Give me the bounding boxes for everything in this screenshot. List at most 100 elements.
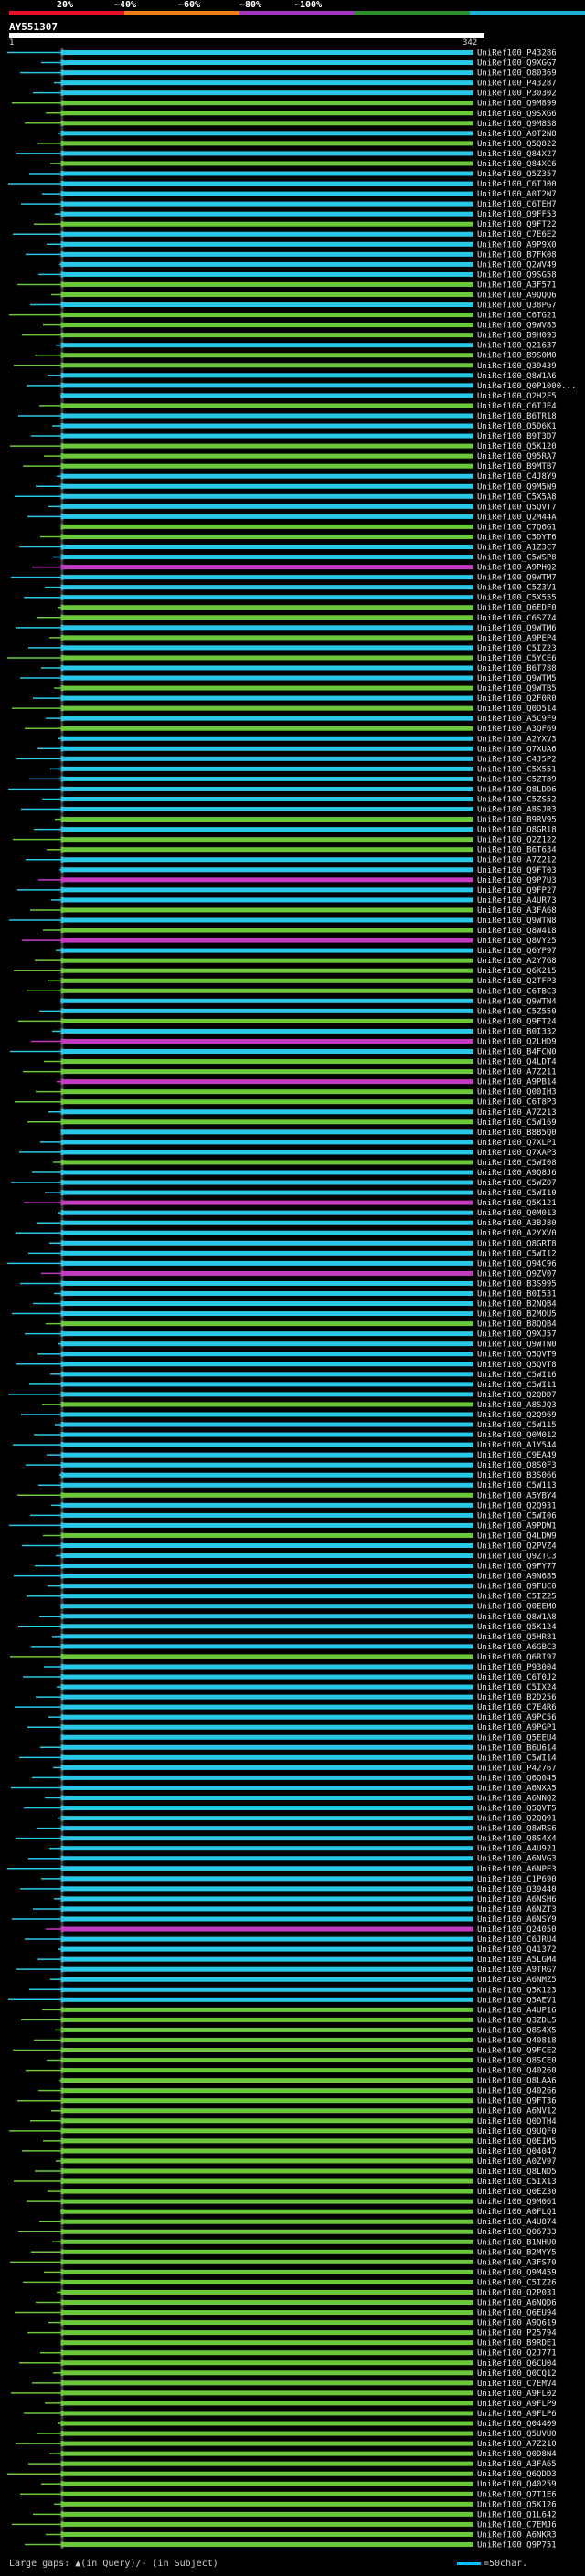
hit-bar[interactable] (62, 807, 473, 812)
hit-bar[interactable] (62, 1542, 473, 1548)
hit-row[interactable]: UniRef100_Q0CQ12 (53, 2369, 557, 2379)
hit-row[interactable]: UniRef100_Q5Z357 (29, 170, 557, 179)
hit-bar[interactable] (62, 1866, 473, 1871)
hit-label[interactable]: UniRef100_Q2J771 (477, 2349, 557, 2359)
hit-bar[interactable] (62, 313, 473, 318)
hit-bar[interactable] (62, 1754, 473, 1760)
hit-label[interactable]: UniRef100_Q1L642 (477, 2510, 557, 2519)
hit-bar[interactable] (62, 1684, 473, 1690)
hit-bar[interactable] (62, 1987, 473, 1992)
hit-label[interactable]: UniRef100_A9Q8J6 (477, 1169, 557, 1178)
hit-label[interactable]: UniRef100_B7FK08 (477, 250, 557, 260)
hit-label[interactable]: UniRef100_B0I332 (477, 1027, 557, 1036)
hit-label[interactable]: UniRef100_Q9XGG7 (477, 59, 557, 69)
hit-bar[interactable] (62, 2189, 473, 2194)
hit-row[interactable]: UniRef100_Q8W418 (43, 927, 557, 936)
hit-row[interactable]: UniRef100_B9MTB7 (23, 462, 557, 472)
hit-bar[interactable] (62, 2138, 473, 2144)
hit-bar[interactable] (62, 524, 473, 529)
hit-row[interactable]: UniRef100_A0ZV97 (56, 2157, 557, 2167)
hit-label[interactable]: UniRef100_Q9SXG6 (477, 110, 557, 119)
hit-label[interactable]: UniRef100_A9PDW1 (477, 1521, 557, 1531)
hit-row[interactable]: UniRef100_Q7T1E6 (20, 2490, 557, 2499)
hit-bar[interactable] (62, 2289, 473, 2295)
hit-row[interactable]: UniRef100_Q9ZV07 (41, 1269, 557, 1278)
hit-row[interactable]: UniRef100_Q40266 (38, 2087, 557, 2096)
hit-row[interactable]: UniRef100_A9FLP9 (45, 2400, 557, 2409)
hit-row[interactable]: UniRef100_C5WI12 (28, 1249, 557, 1258)
hit-label[interactable]: UniRef100_C7E4R6 (477, 1703, 557, 1712)
hit-label[interactable]: UniRef100_Q6Q045 (477, 1774, 557, 1783)
hit-bar[interactable] (62, 1946, 473, 1952)
hit-row[interactable]: UniRef100_Q40259 (41, 2480, 557, 2489)
hit-row[interactable]: UniRef100_Q04047 (22, 2147, 557, 2157)
hit-label[interactable]: UniRef100_B8QQB4 (477, 1320, 557, 1330)
hit-row[interactable]: UniRef100_C5WI11 (29, 1381, 557, 1390)
hit-row[interactable]: UniRef100_B0I531 (54, 1289, 557, 1299)
hit-row[interactable]: UniRef100_A3QF69 (25, 725, 557, 734)
hit-label[interactable]: UniRef100_C6T8P3 (477, 1098, 557, 1108)
hit-label[interactable]: UniRef100_Q9SG58 (477, 270, 557, 280)
hit-label[interactable]: UniRef100_Q0D514 (477, 705, 557, 714)
hit-row[interactable]: UniRef100_Q9WTN8 (9, 917, 557, 926)
hit-row[interactable]: UniRef100_Q21637 (56, 342, 557, 351)
hit-bar[interactable] (62, 2350, 473, 2356)
hit-label[interactable]: UniRef100_O2H2F5 (477, 392, 557, 401)
hit-bar[interactable] (62, 645, 473, 651)
hit-row[interactable]: UniRef100_A2Y7G8 (35, 957, 557, 966)
hit-bar[interactable] (62, 2461, 473, 2466)
hit-bar[interactable] (62, 1906, 473, 1912)
hit-row[interactable]: UniRef100_B9S0M0 (35, 352, 557, 361)
hit-row[interactable]: UniRef100_A6NXA5 (11, 1784, 557, 1793)
hit-bar[interactable] (62, 1826, 473, 1831)
hit-bar[interactable] (62, 1765, 473, 1770)
hit-label[interactable]: UniRef100_Q39440 (477, 1885, 557, 1894)
hit-label[interactable]: UniRef100_Q9M061 (477, 2198, 557, 2207)
hit-row[interactable]: UniRef100_Q9M5N9 (36, 482, 557, 492)
hit-row[interactable]: UniRef100_Q5QVT7 (48, 503, 557, 512)
hit-label[interactable]: UniRef100_Q2Q969 (477, 1411, 557, 1420)
hit-row[interactable]: UniRef100_A4UP16 (42, 2006, 557, 2015)
hit-row[interactable]: UniRef100_A9PB14 (57, 1078, 557, 1087)
hit-bar[interactable] (62, 2390, 473, 2396)
hit-bar[interactable] (62, 463, 473, 469)
hit-row[interactable]: UniRef100_Q6Q045 (32, 1774, 557, 1783)
hit-bar[interactable] (62, 2239, 473, 2244)
hit-row[interactable]: UniRef100_B9T3D7 (31, 432, 557, 441)
hit-bar[interactable] (62, 2048, 473, 2053)
hit-label[interactable]: UniRef100_A0T2N8 (477, 130, 557, 139)
hit-bar[interactable] (62, 968, 473, 973)
hit-label[interactable]: UniRef100_B9H093 (477, 332, 557, 341)
hit-label[interactable]: UniRef100_C5YCE6 (477, 654, 557, 663)
hit-row[interactable]: UniRef100_Q9UQF0 (9, 2127, 557, 2136)
hit-bar[interactable] (62, 776, 473, 781)
hit-label[interactable]: UniRef100_Q9P751 (477, 2540, 557, 2549)
hit-bar[interactable] (62, 1785, 473, 1790)
hit-bar[interactable] (62, 1129, 473, 1135)
hit-label[interactable]: UniRef100_Q9FT36 (477, 2097, 557, 2106)
hit-label[interactable]: UniRef100_Q9FCE2 (477, 2047, 557, 2056)
hit-row[interactable]: UniRef100_Q0M012 (34, 1431, 557, 1440)
hit-row[interactable]: UniRef100_Q9WTM6 (16, 624, 557, 633)
hit-label[interactable]: UniRef100_C9EA49 (477, 1451, 557, 1460)
hit-bar[interactable] (62, 1160, 473, 1165)
hit-bar[interactable] (62, 2128, 473, 2134)
hit-label[interactable]: UniRef100_A6NVG3 (477, 1855, 557, 1864)
hit-row[interactable]: UniRef100_Q2QQ91 (58, 1815, 557, 1824)
hit-bar[interactable] (62, 333, 473, 338)
hit-label[interactable]: UniRef100_Q8LAA6 (477, 2077, 557, 2086)
hit-row[interactable]: UniRef100_Q9ZTC3 (56, 1553, 557, 1562)
hit-row[interactable]: UniRef100_C5Z550 (39, 1007, 557, 1016)
hit-row[interactable]: UniRef100_Q95RA7 (44, 452, 557, 461)
hit-bar[interactable] (62, 1624, 473, 1629)
hit-label[interactable]: UniRef100_Q0CQ12 (477, 2369, 557, 2379)
hit-bar[interactable] (62, 161, 473, 166)
hit-row[interactable]: UniRef100_C6T0J2 (23, 1673, 557, 1682)
hit-row[interactable]: UniRef100_Q94C96 (7, 1259, 557, 1268)
hit-row[interactable]: UniRef100_C5WI06 (30, 1511, 557, 1521)
hit-bar[interactable] (62, 2310, 473, 2316)
hit-label[interactable]: UniRef100_C6TBC3 (477, 987, 557, 996)
hit-bar[interactable] (62, 1382, 473, 1387)
hit-bar[interactable] (62, 2229, 473, 2234)
hit-label[interactable]: UniRef100_Q2M44A (477, 513, 557, 522)
